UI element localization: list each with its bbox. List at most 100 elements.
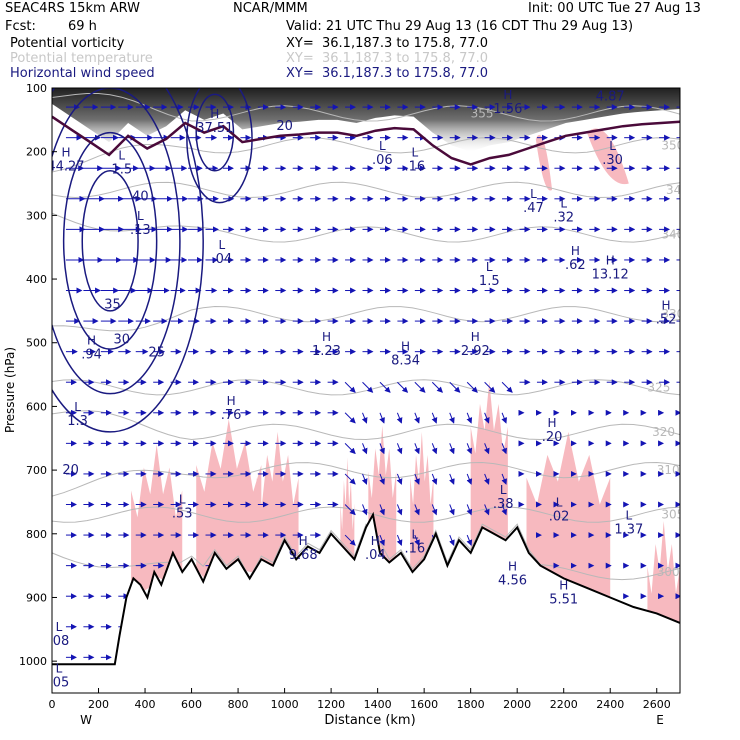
wind-vector (431, 504, 438, 516)
wind-vector (361, 473, 368, 485)
field-xy-theta: XY= 36.1,187.3 to 175.8, 77.0 (286, 51, 489, 66)
wind-contour-label: 30 (114, 333, 131, 348)
extremum-high: H1.56 (493, 88, 522, 117)
wind-vector (414, 381, 426, 393)
field-name-wind: Horizontal wind speed (10, 66, 155, 81)
wind-vector (501, 412, 507, 424)
wind-vector (431, 381, 443, 393)
field-xy-wind: XY= 36.1,187.3 to 175.8, 77.0 (286, 66, 489, 81)
extremum-value: 4.56 (498, 573, 527, 588)
extremum-letter: L (74, 400, 81, 414)
extremum-value: 9.68 (289, 548, 318, 563)
extremum-value: .20 (542, 430, 563, 445)
theta-isentrope (52, 523, 680, 581)
extremum-value: .16 (405, 542, 426, 557)
extremum-high: H1.23 (312, 330, 341, 359)
wind-vector (344, 534, 356, 546)
theta-label: 355 (471, 106, 494, 120)
wind-vector (466, 443, 473, 455)
extremum-letter: H (87, 333, 96, 347)
pv-contour (81, 170, 139, 312)
wind-vector (449, 534, 455, 546)
y-tick-label: 300 (26, 209, 47, 222)
extremum-low: L.02 (549, 496, 570, 525)
x-tick-label: 2200 (550, 698, 578, 711)
extremum-value: 44.27 (47, 159, 84, 174)
extremum-letter: H (61, 145, 70, 159)
wind-contour-label: 25 (148, 345, 165, 360)
wind-vector (397, 381, 409, 393)
wind-vector (379, 412, 385, 424)
theta-label: 350 (661, 138, 684, 152)
extremum-letter: L (609, 139, 616, 153)
wind-vector (361, 443, 368, 455)
extremum-value: 1.3 (67, 414, 88, 429)
valid-time: Valid: 21 UTC Thu 29 Aug 13 (16 CDT Thu … (286, 19, 634, 34)
theta-isentrope (52, 410, 680, 441)
wind-vector (466, 381, 478, 393)
extremum-high: H2.92 (461, 330, 490, 359)
field-name-pv: Potential vorticity (10, 36, 125, 51)
extremum-value: 8.34 (391, 354, 420, 369)
x-tick-label: 0 (49, 698, 56, 711)
y-axis-title: Pressure (hPa) (3, 347, 17, 433)
pv-contour (52, 88, 204, 433)
wind-contour-label: 20 (276, 119, 293, 134)
wind-vector (361, 504, 368, 516)
wind-vector (414, 473, 420, 485)
theta-isentrope (52, 181, 680, 199)
extremum-high: H13.12 (592, 254, 629, 283)
x-tick-label: 1800 (457, 698, 485, 711)
extremum-high: H4.56 (498, 559, 527, 588)
extremum-low: L1.5 (479, 260, 500, 289)
y-tick-label: 600 (26, 400, 47, 413)
y-tick-label: 700 (26, 464, 47, 477)
wind-vector (431, 412, 438, 424)
extremum-letter: H (508, 559, 517, 573)
extremum-letter: L (556, 496, 563, 510)
extremum-value: .04 (365, 548, 386, 563)
wind-vector (379, 504, 385, 516)
extremum-letter: H (227, 394, 236, 408)
extremum-value: 1.5 (479, 274, 500, 289)
init-time: Init: 00 UTC Tue 27 Aug 13 (528, 1, 701, 16)
extremum-value: 5.51 (549, 592, 578, 607)
extremum-value: .38 (493, 497, 514, 512)
extremum-high: H9.68 (289, 534, 318, 563)
wind-vector (379, 534, 385, 546)
extremum-letter: L (530, 187, 537, 201)
extremum-letter: L (607, 75, 614, 89)
extremum-high: H.20 (542, 416, 563, 445)
y-tick-label: 500 (26, 337, 47, 350)
extremum-letter: L (560, 196, 567, 210)
wind-vector (501, 381, 513, 393)
extremum-value: .53 (172, 507, 193, 522)
theta-label: 310 (657, 463, 680, 477)
x-tick-label: 200 (88, 698, 109, 711)
theta-isentrope (52, 461, 680, 497)
extremum-high: H.62 (565, 244, 586, 273)
wind-vector (362, 381, 374, 393)
pink-shaded-region (535, 134, 553, 191)
field-xy-pv: XY= 36.1,187.3 to 175.8, 77.0 (286, 36, 489, 51)
extremum-low: L1.37 (614, 508, 643, 537)
x-tick-label: 2000 (503, 698, 531, 711)
extremum-letter: H (401, 340, 410, 354)
theta-label: 320 (652, 425, 675, 439)
wind-vector (501, 504, 507, 516)
extremum-value: 1.5 (111, 163, 132, 178)
x-tick-label: 1000 (271, 698, 299, 711)
extremum-low: L.05 (52, 661, 69, 690)
wind-vector (396, 504, 403, 516)
extremum-low: L.13 (130, 209, 151, 238)
pink-shaded-region (196, 419, 262, 579)
extremum-letter: L (412, 145, 419, 159)
pink-shaded-region (410, 431, 434, 572)
pv-contour (52, 88, 181, 395)
extremum-value: .47 (523, 201, 544, 216)
extremum-low: L4.87 (596, 75, 625, 104)
extremum-high: H5.51 (549, 578, 578, 607)
extremum-value: .32 (553, 210, 574, 225)
extremum-letter: H (503, 88, 512, 102)
wind-vector (466, 504, 473, 516)
